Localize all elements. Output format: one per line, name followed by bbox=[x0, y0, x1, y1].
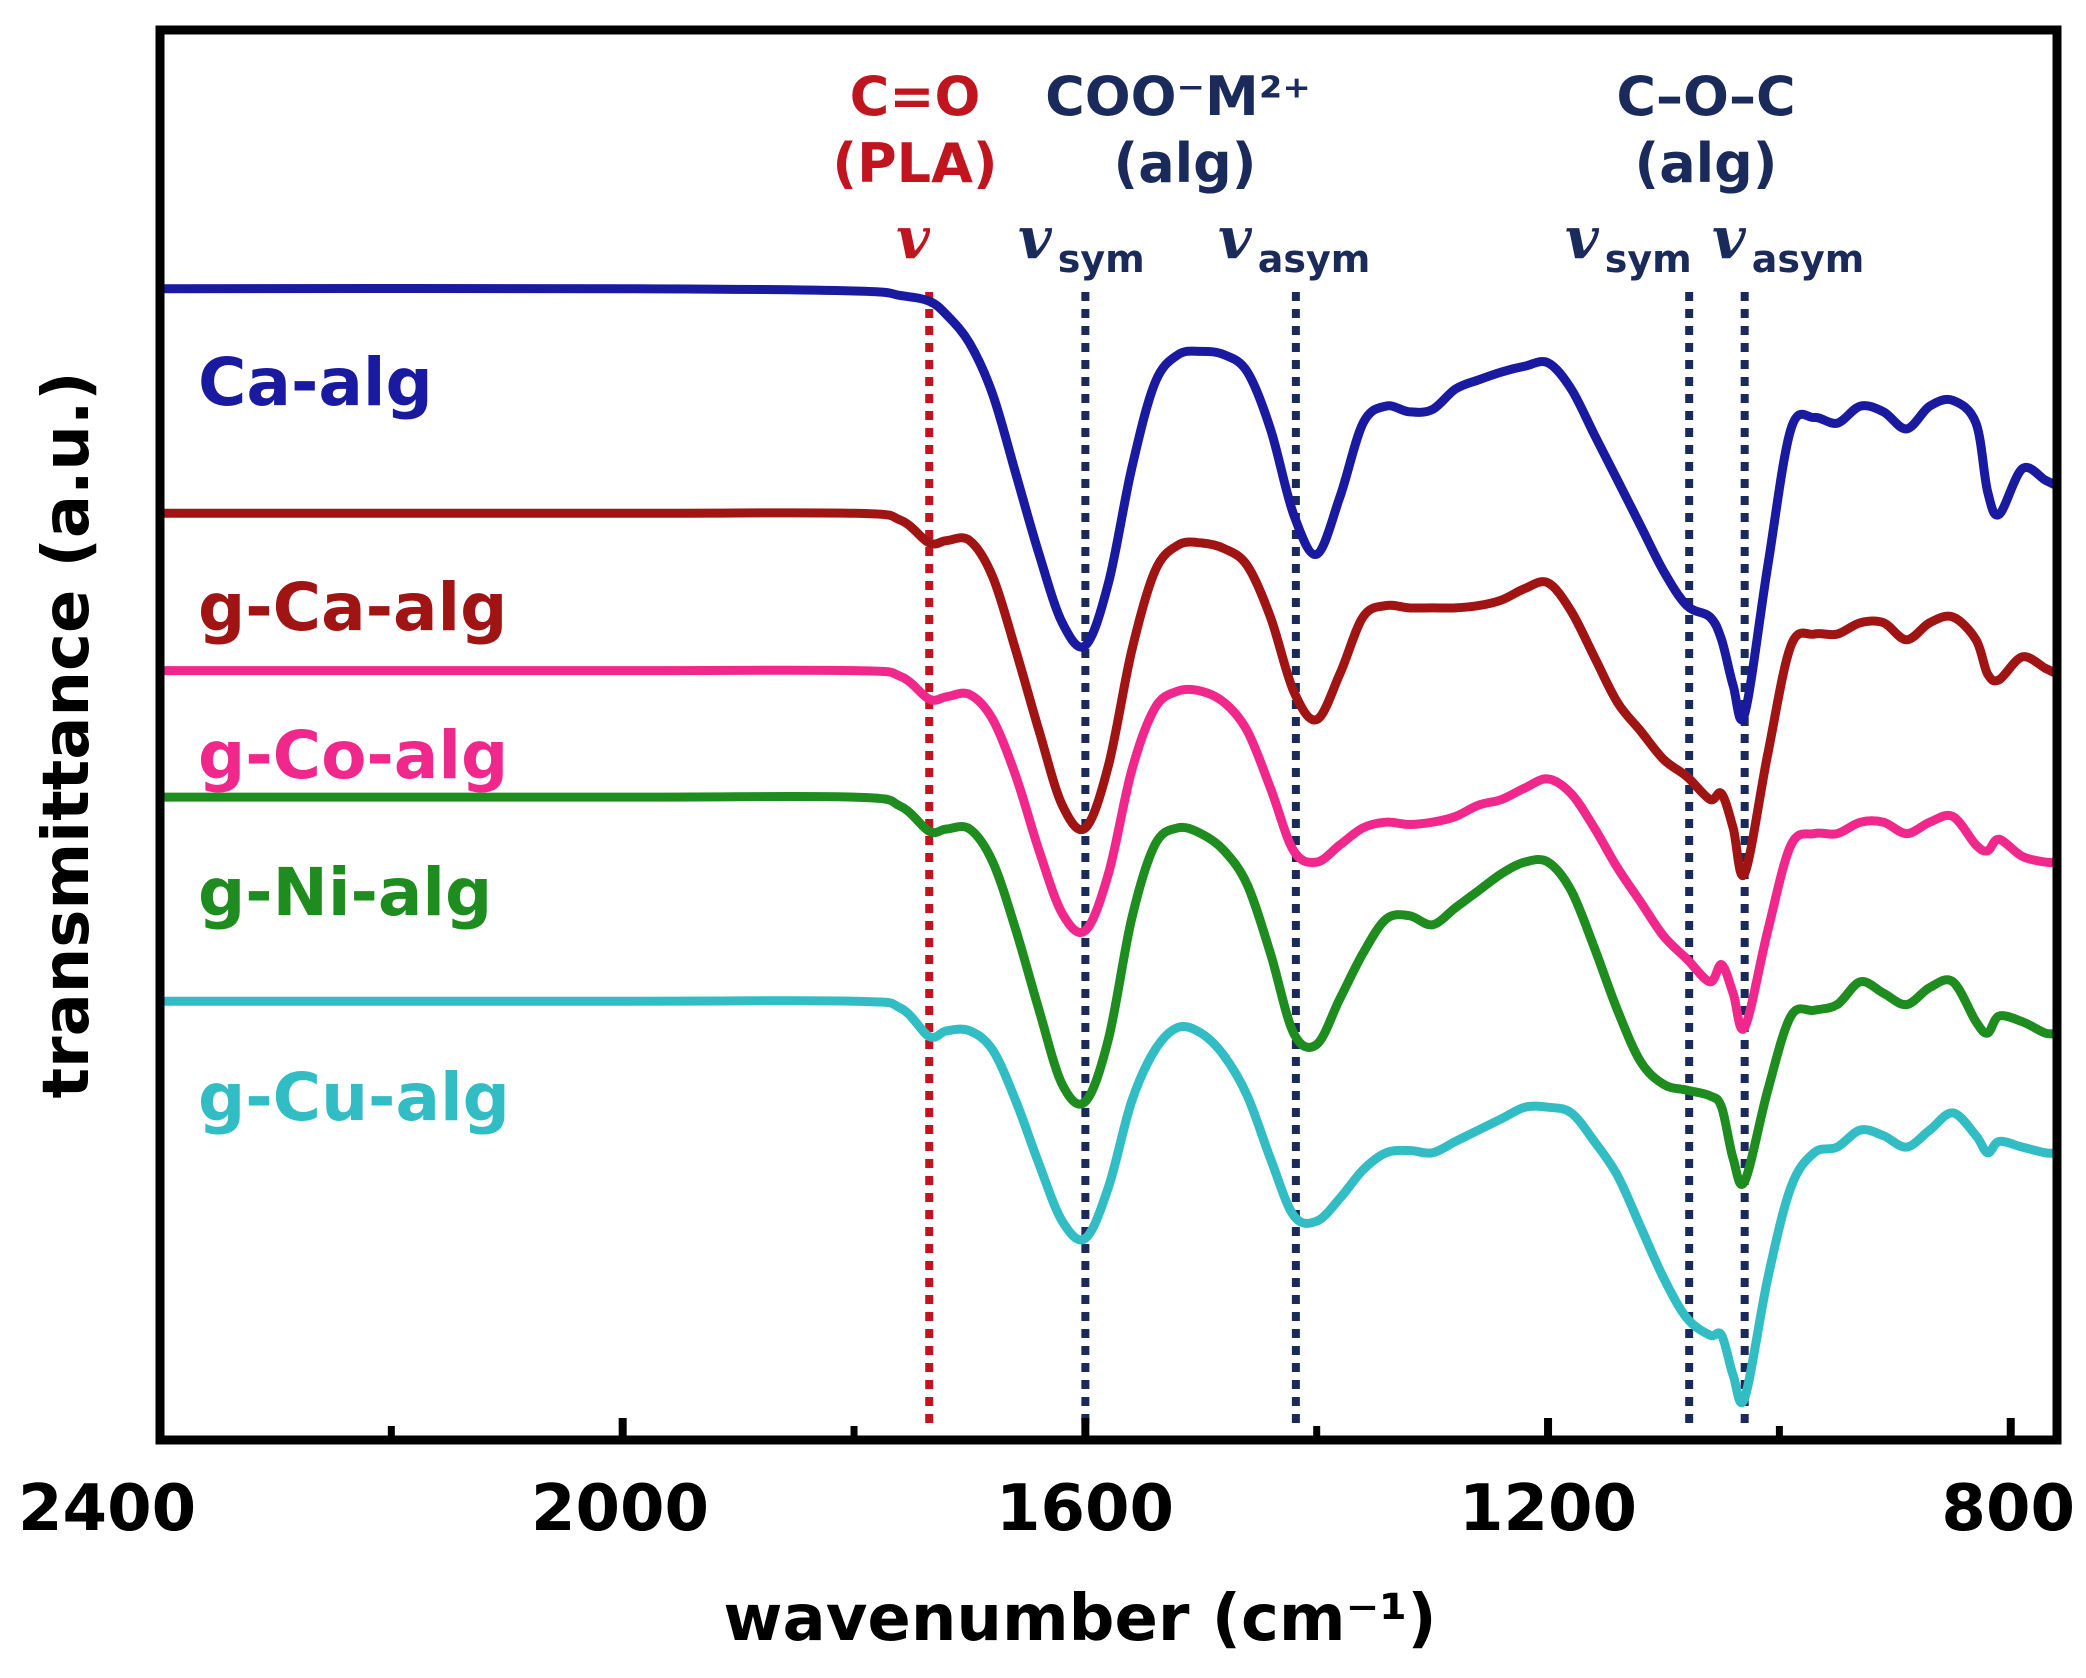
series-line-ca-alg bbox=[155, 284, 2062, 725]
annotation-co-pla-nu: v bbox=[896, 204, 931, 272]
nu-symbol: v bbox=[1712, 204, 1747, 272]
nu-symbol: v bbox=[1218, 204, 1253, 272]
x-axis-title: wavenumber (cm⁻¹) bbox=[723, 1582, 1436, 1656]
series-label-ca-alg: Ca-alg bbox=[198, 344, 433, 421]
subscript-asym: asym bbox=[1258, 237, 1371, 281]
annotation-coc-sym: v sym bbox=[1565, 204, 1692, 281]
nu-symbol: v bbox=[1018, 204, 1053, 272]
series-line-g-ni-alg bbox=[155, 791, 2062, 1189]
peak-annotations: C=O (PLA) v COO⁻M²⁺ (alg) v sym v asym C–O… bbox=[832, 65, 1864, 281]
x-tick-label: 2000 bbox=[531, 1472, 709, 1546]
annotation-co-pla-title: C=O bbox=[850, 65, 981, 128]
series-label-g-ni-alg: g-Ni-alg bbox=[198, 854, 492, 931]
annotation-co-pla-group: (PLA) bbox=[832, 132, 997, 195]
x-tick-label: 1600 bbox=[996, 1472, 1174, 1546]
annotation-coo-sym: v sym bbox=[1018, 204, 1145, 281]
annotation-coc-asym: v asym bbox=[1712, 204, 1864, 281]
annotation-coc-title: C–O–C bbox=[1616, 65, 1795, 128]
series-label-g-co-alg: g-Co-alg bbox=[198, 717, 508, 794]
series-curves bbox=[155, 284, 2062, 1408]
x-tick-label: 800 bbox=[1941, 1472, 2075, 1546]
subscript-sym: sym bbox=[1605, 237, 1692, 281]
series-line-g-co-alg bbox=[155, 665, 2062, 1034]
reference-lines bbox=[925, 292, 1749, 1430]
series-line-g-ca-alg bbox=[155, 508, 2062, 881]
annotation-coo-title: COO⁻M²⁺ bbox=[1045, 65, 1311, 128]
plot-frame bbox=[155, 25, 2062, 1445]
x-tick-label: 1200 bbox=[1459, 1472, 1637, 1546]
series-line-g-cu-alg bbox=[155, 996, 2062, 1408]
y-axis-title: transmittance (a.u.) bbox=[30, 371, 104, 1098]
annotation-coo-asym: v asym bbox=[1218, 204, 1370, 281]
x-tick-label: 2400 bbox=[18, 1472, 196, 1546]
series-labels: Ca-alg g-Ca-alg g-Co-alg g-Ni-alg g-Cu-a… bbox=[198, 344, 510, 1136]
subscript-asym: asym bbox=[1752, 237, 1865, 281]
annotation-coo-group: (alg) bbox=[1114, 132, 1257, 195]
series-label-g-cu-alg: g-Cu-alg bbox=[198, 1059, 510, 1136]
x-axis-ticks bbox=[156, 1418, 2015, 1440]
x-axis-tick-labels: 2400 2000 1600 1200 800 bbox=[18, 1472, 2075, 1546]
annotation-coc-group: (alg) bbox=[1635, 132, 1778, 195]
subscript-sym: sym bbox=[1058, 237, 1145, 281]
nu-symbol: v bbox=[1565, 204, 1600, 272]
series-label-g-ca-alg: g-Ca-alg bbox=[198, 569, 507, 646]
